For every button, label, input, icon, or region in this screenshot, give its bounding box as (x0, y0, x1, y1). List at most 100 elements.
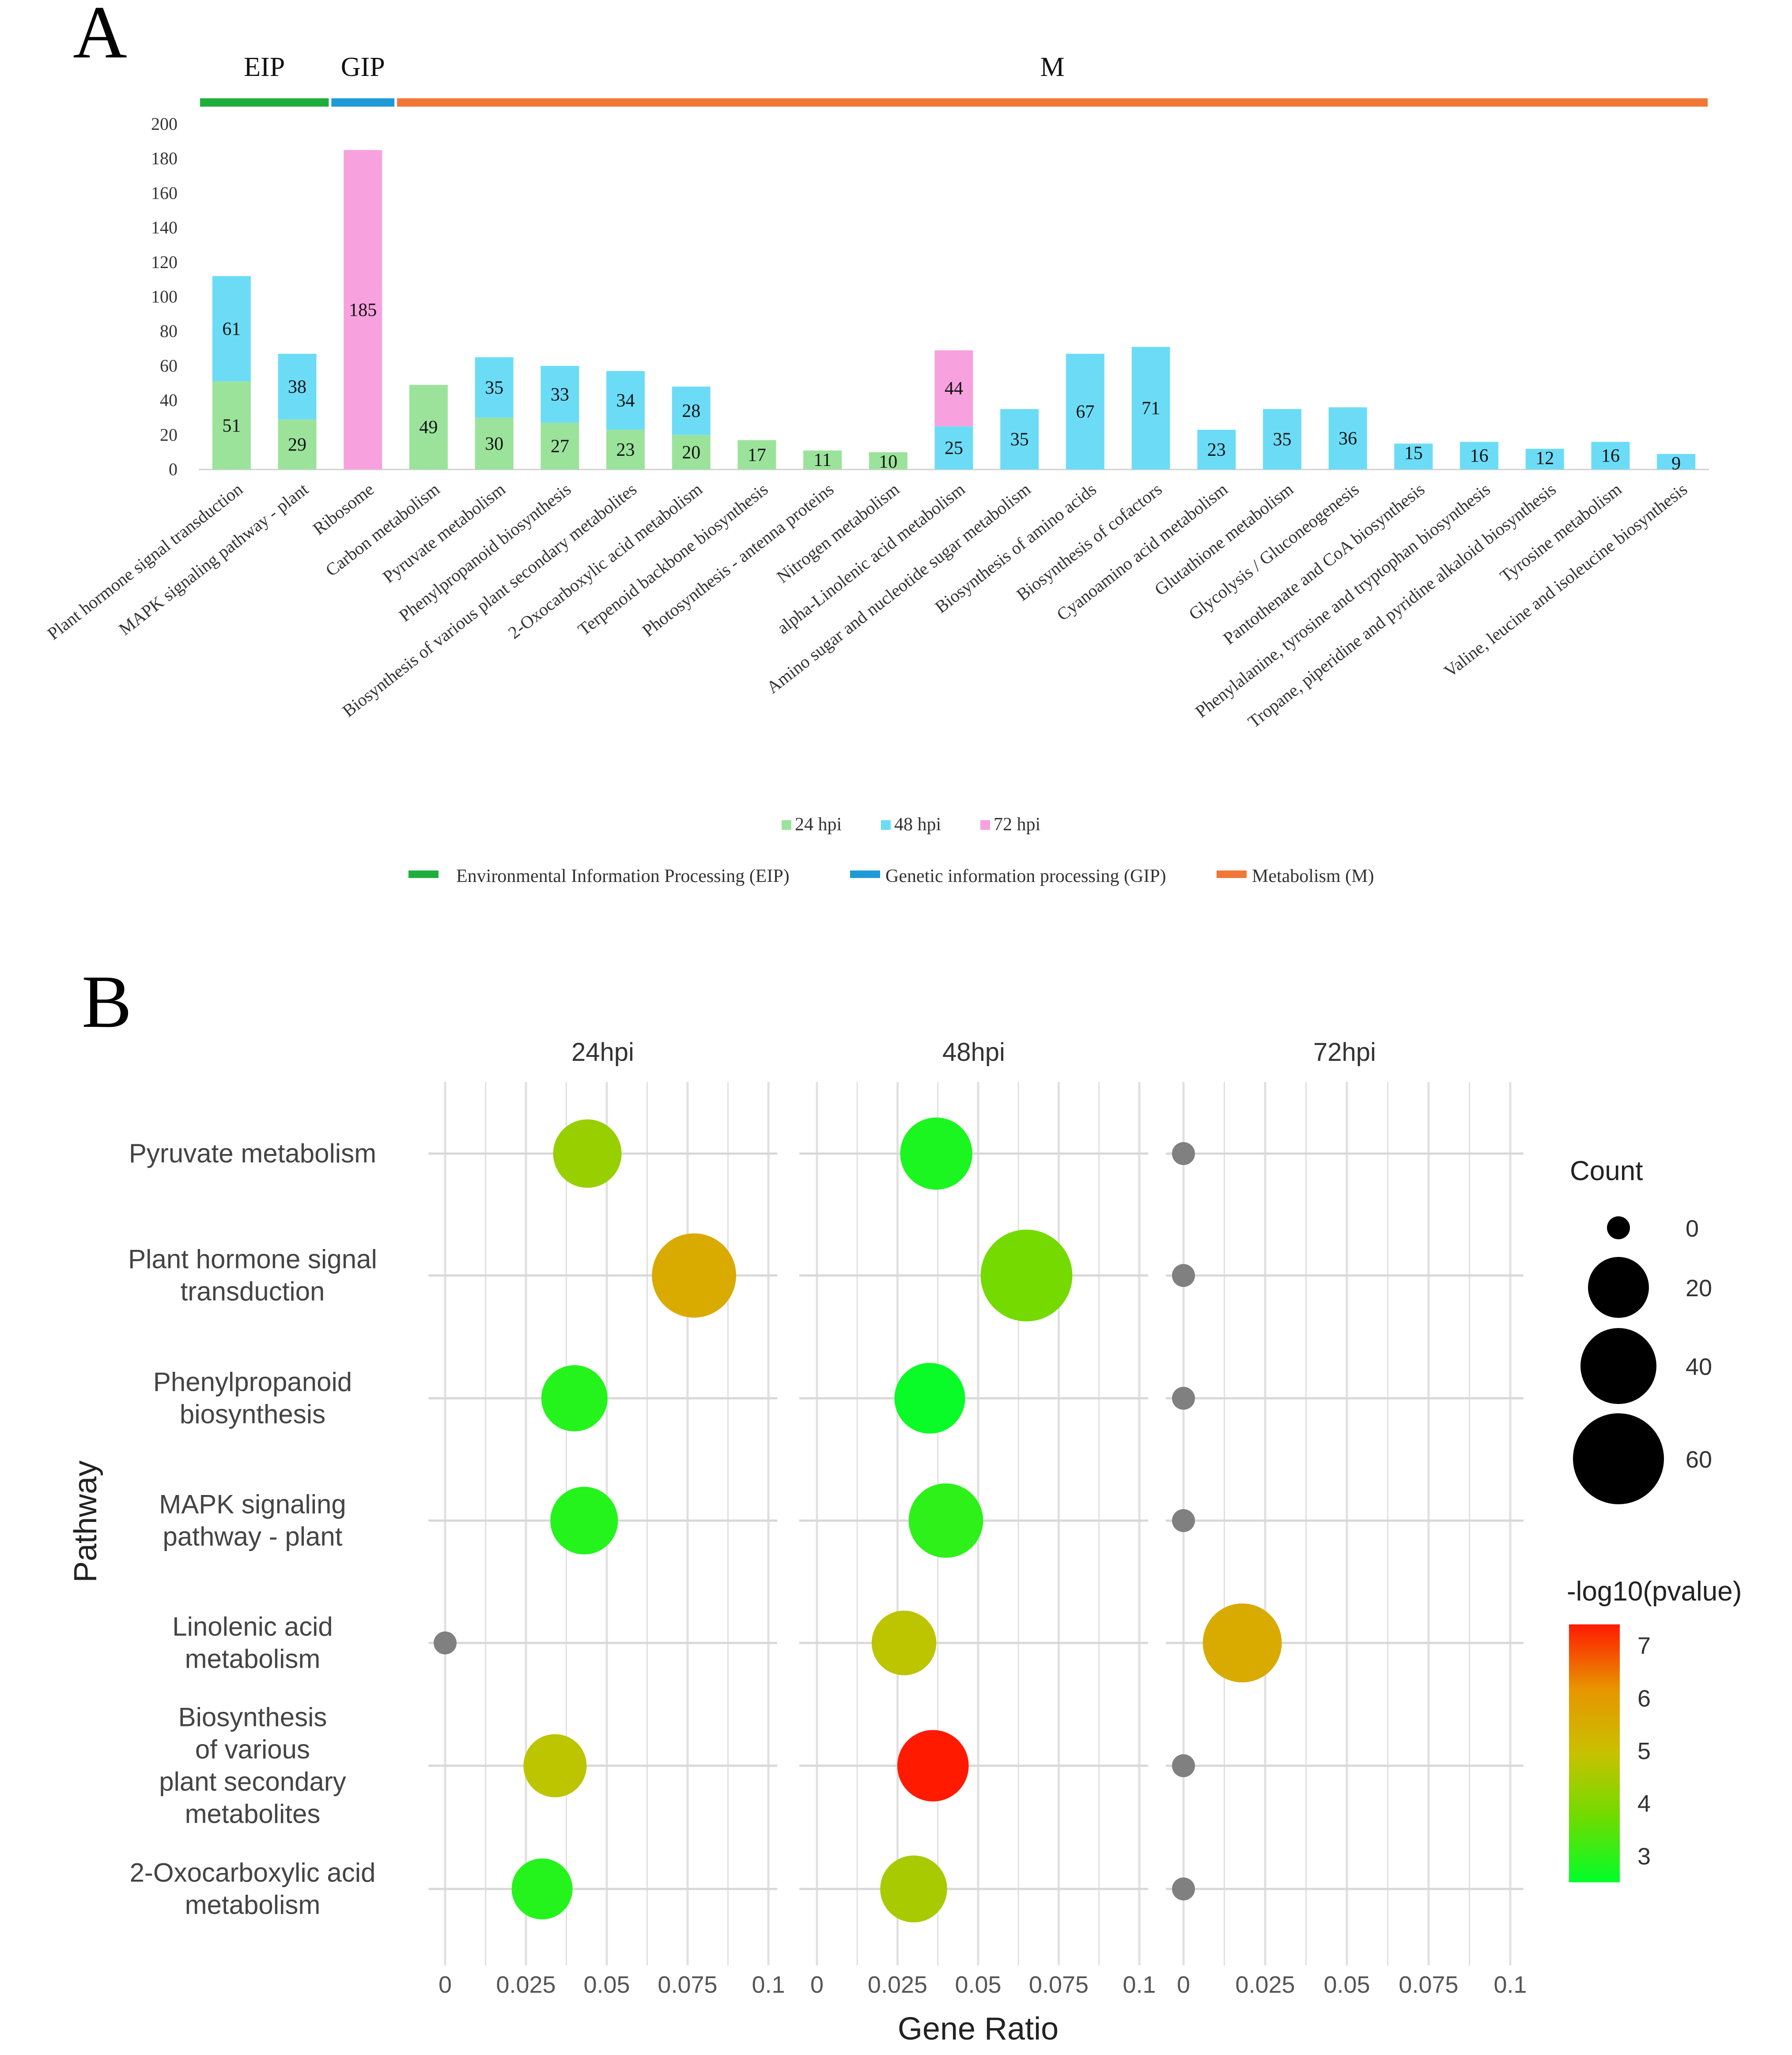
pathway-label: metabolites (185, 1799, 321, 1829)
bar-value-label: 34 (616, 391, 635, 411)
category-legend-swatch-genetic-information-processing-gip (850, 870, 880, 878)
bar-value-label: 30 (485, 434, 503, 454)
y-tick-label: 160 (151, 183, 178, 203)
y-tick-label: 180 (151, 148, 178, 168)
bar-48-hpi-cyanoamino-acid-metabolism (1197, 430, 1236, 469)
bar-value-label: 38 (288, 377, 306, 397)
legend-label-72-hpi: 72 hpi (994, 814, 1040, 835)
point-72hpi-biosynthesis-of-various-plant-secondary-metabolites (1172, 1754, 1195, 1777)
bar-value-label: 185 (349, 300, 377, 320)
pathway-label: plant secondary (159, 1767, 346, 1797)
x-tick-label: 0.05 (583, 1972, 630, 1998)
legend-swatch-72-hpi (980, 820, 990, 830)
point-72hpi-mapk-signaling-pathway-plant (1172, 1509, 1195, 1532)
point-24hpi-biosynthesis-of-various-plant-secondary-metabolites (523, 1734, 587, 1798)
color-legend-title: -log10(pvalue) (1567, 1576, 1742, 1607)
point-24hpi-linolenic-acid-metabolism (434, 1631, 457, 1654)
bar-value-label: 61 (222, 319, 241, 339)
bar-48-hpi-pantothenate-and-coa-biosynthesis (1394, 443, 1433, 469)
bar-value-label: 51 (222, 416, 241, 436)
pathway-label: Pyruvate metabolism (129, 1139, 376, 1168)
group-label-m: M (1040, 52, 1064, 82)
x-tick-label: 0 (1177, 1972, 1190, 1998)
bar-value-label: 11 (813, 450, 831, 470)
category-legend-swatch-environmental-information-processing-eip (408, 870, 439, 878)
point-72hpi-linolenic-acid-metabolism (1202, 1603, 1282, 1683)
y-tick-label: 100 (151, 287, 178, 307)
size-legend-dot (1607, 1216, 1630, 1239)
bar-value-label: 17 (748, 445, 766, 465)
pathway-label: MAPK signaling (159, 1490, 346, 1519)
point-24hpi-pyruvate-metabolism (553, 1119, 622, 1188)
y-tick-label: 0 (169, 459, 178, 479)
x-tick-label: 0 (439, 1972, 452, 1998)
size-legend-label: 20 (1686, 1275, 1712, 1302)
point-72hpi-pyruvate-metabolism (1172, 1142, 1195, 1165)
bar-48-hpi-biosynthesis-of-various-plant-secondary-metabolites (606, 371, 645, 430)
bar-48-hpi-mapk-signaling-pathway-plant (278, 354, 317, 420)
bar-value-label: 25 (945, 438, 963, 458)
bar-48-hpi-pyruvate-metabolism (475, 357, 514, 418)
bar-value-label: 9 (1671, 454, 1681, 474)
bar-24-hpi-terpenoid-backbone-biosynthesis (737, 440, 776, 469)
bar-24-hpi-carbon-metabolism (409, 385, 448, 469)
bar-48-hpi-tropane-piperidine-and-pyridine-alkaloid-biosynthesis (1525, 449, 1564, 469)
bar-24-hpi-mapk-signaling-pathway-plant (278, 419, 317, 469)
pathway-label: of various (195, 1735, 310, 1764)
size-legend-label: 0 (1686, 1215, 1699, 1242)
color-legend-tick: 7 (1637, 1633, 1651, 1659)
x-tick-label: 0.05 (955, 1972, 1001, 1998)
bar-24-hpi-nitrogen-metabolism (869, 452, 907, 469)
y-tick-label: 140 (151, 218, 178, 238)
bar-value-label: 16 (1470, 446, 1489, 466)
y-tick-label: 20 (160, 425, 178, 445)
facet-title-48hpi: 48hpi (942, 1038, 1005, 1067)
point-48hpi-2-oxocarboxylic-acid-metabolism (880, 1855, 947, 1923)
bar-48-hpi-biosynthesis-of-cofactors (1131, 347, 1170, 469)
bar-value-label: 29 (288, 435, 306, 455)
x-tick-label: 0.025 (868, 1972, 927, 1998)
y-axis-title: Pathway (68, 1461, 103, 1582)
point-48hpi-linolenic-acid-metabolism (871, 1610, 937, 1676)
point-48hpi-phenylpropanoid-biosynthesis (894, 1362, 965, 1434)
color-legend-tick: 6 (1637, 1685, 1651, 1712)
pathway-label: transduction (181, 1277, 325, 1306)
size-legend-title: Count (1570, 1156, 1643, 1186)
bar-48-hpi-phenylpropanoid-biosynthesis (541, 366, 579, 423)
pathway-label: metabolism (185, 1644, 321, 1674)
bar-72-hpi-alpha-linolenic-acid-metabolism (934, 350, 973, 427)
y-tick-label: 60 (160, 356, 178, 375)
bar-48-hpi-tyrosine-metabolism (1591, 442, 1630, 469)
color-legend-tick: 4 (1637, 1790, 1651, 1817)
bar-value-label: 16 (1601, 446, 1620, 466)
point-72hpi-plant-hormone-signal-transduction (1172, 1264, 1195, 1287)
bar-48-hpi-glutathione-metabolism (1263, 409, 1301, 469)
size-legend-dot (1580, 1328, 1656, 1404)
bar-value-label: 44 (945, 378, 963, 399)
bar-value-label: 15 (1404, 443, 1423, 463)
bar-value-label: 23 (616, 440, 635, 460)
panel-a-letter: A (73, 0, 127, 74)
legend-label-48-hpi: 48 hpi (894, 814, 941, 835)
bar-48-hpi-valine-leucine-and-isoleucine-biosynthesis (1657, 454, 1696, 469)
bar-value-label: 49 (419, 417, 438, 438)
bar-48-hpi-glycolysis-gluconeogenesis (1328, 407, 1367, 469)
pathway-label: Linolenic acid (172, 1612, 333, 1642)
legend-label-24-hpi: 24 hpi (795, 814, 842, 835)
bar-48-hpi-2-oxocarboxylic-acid-metabolism (672, 386, 711, 435)
point-48hpi-biosynthesis-of-various-plant-secondary-metabolites (897, 1730, 969, 1801)
size-legend-label: 60 (1686, 1446, 1712, 1473)
bar-48-hpi-alpha-linolenic-acid-metabolism (934, 426, 973, 469)
point-72hpi-2-oxocarboxylic-acid-metabolism (1172, 1877, 1195, 1900)
point-24hpi-plant-hormone-signal-transduction (652, 1233, 736, 1318)
panel-b-letter: B (82, 960, 132, 1043)
category-legend-label: Environmental Information Processing (EI… (456, 866, 790, 886)
pathway-label: pathway - plant (163, 1522, 343, 1552)
point-24hpi-2-oxocarboxylic-acid-metabolism (511, 1858, 573, 1919)
x-tick-label: 0.1 (752, 1972, 785, 1998)
bar-24-hpi-2-oxocarboxylic-acid-metabolism (672, 435, 711, 469)
x-tick-label: 0 (810, 1972, 824, 1998)
bar-value-label: 35 (1273, 430, 1291, 450)
